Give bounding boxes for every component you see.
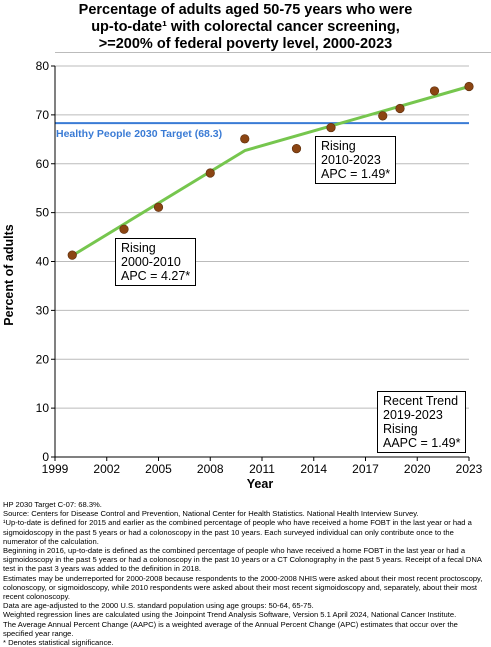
footnotes: HP 2030 Target C-07: 68.3%. Source: Cent… — [3, 500, 489, 647]
footnote: The Average Annual Percent Change (AAPC)… — [3, 619, 458, 638]
y-tick-label: 60 — [36, 157, 50, 171]
series-layer — [67, 81, 474, 260]
data-point — [395, 103, 405, 114]
data-point — [291, 143, 302, 154]
footnote: HP 2030 Target C-07: 68.3%. — [3, 500, 102, 509]
annotation-line: 2019-2023 — [383, 408, 443, 422]
footnote: Weighted regression lines are calculated… — [3, 610, 457, 620]
data-point — [378, 111, 388, 121]
x-tick-label: 2023 — [456, 462, 483, 476]
footnote: Beginning in 2016, up-to-date is defined… — [3, 546, 482, 574]
annotation-line: 2000-2010 — [121, 255, 181, 269]
annotation-line: Rising — [121, 241, 156, 255]
x-tick-label: 2005 — [145, 462, 172, 476]
data-point — [153, 202, 164, 212]
annotation-line: Rising — [383, 422, 418, 436]
x-tick-label: 2017 — [352, 462, 379, 476]
data-point — [67, 250, 77, 260]
annotation-line: Rising — [321, 139, 356, 153]
chart-title: Percentage of adults aged 50-75 years wh… — [0, 2, 491, 53]
x-tick-label: 2014 — [300, 462, 327, 476]
data-point — [205, 168, 215, 178]
title-line-1: Percentage of adults aged 50-75 years wh… — [78, 2, 413, 18]
data-point — [464, 81, 474, 92]
y-tick-label: 0 — [42, 450, 49, 464]
x-tick-label: 1999 — [42, 462, 69, 476]
annotation-line: 2010-2023 — [321, 153, 381, 167]
x-axis-label: Year — [247, 477, 274, 491]
y-tick-label: 40 — [36, 255, 50, 269]
x-tick-label: 2002 — [93, 462, 120, 476]
y-tick-label: 70 — [36, 108, 50, 122]
annotation-line: AAPC = 1.49* — [383, 436, 461, 450]
footnote: Source: Centers for Disease Control and … — [3, 509, 419, 519]
data-point — [240, 134, 250, 144]
y-tick-label: 30 — [36, 303, 50, 317]
data-point — [119, 224, 129, 234]
title-line-2: up-to-date¹ with colorectal cancer scree… — [91, 19, 400, 35]
axes: 0 10 20 30 40 50 60 70 80 1999 2002 2005 2008 2011 201… — [36, 59, 483, 476]
footnote: ¹Up-to-date is defined for 2015 and earl… — [3, 518, 472, 546]
data-point — [429, 86, 440, 96]
y-tick-label: 50 — [36, 206, 50, 220]
y-axis-label: Percent of adults — [2, 224, 16, 325]
y-tick-label: 80 — [36, 59, 50, 73]
data-point — [326, 122, 336, 133]
x-tick-label: 2020 — [404, 462, 431, 476]
footnote: Data are age-adjusted to the 2000 U.S. s… — [3, 601, 314, 611]
y-tick-label: 10 — [36, 401, 50, 415]
title-line-3: >=200% of federal poverty level, 2000-20… — [98, 36, 393, 52]
annotation-box-recent-trend: Recent Trend 2019-2023 Rising AAPC = 1.4… — [377, 391, 467, 453]
annotation-line: APC = 4.27* — [121, 269, 191, 283]
annotation-box-2010-2023: Rising 2010-2023 APC = 1.49* — [315, 136, 397, 184]
annotation-box-2000-2010: Rising 2000-2010 APC = 4.27* — [115, 238, 197, 286]
x-tick-label: 2008 — [197, 462, 224, 476]
chart-canvas: 0 10 20 30 40 50 60 70 80 1999 2002 2005 2008 2011 201… — [2, 59, 483, 491]
x-tick-label: 2011 — [249, 462, 275, 476]
title-divider — [55, 52, 491, 53]
trend-line — [71, 85, 470, 257]
annotation-line: APC = 1.49* — [321, 167, 391, 181]
y-tick-label: 20 — [36, 352, 50, 366]
annotation-line: Recent Trend — [383, 394, 459, 408]
footnote: * Denotes statistical significance. — [3, 638, 114, 647]
target-label: Healthy People 2030 Target (68.3) — [56, 128, 222, 140]
footnote: Estimates may be underreported for 2000-… — [3, 573, 483, 602]
